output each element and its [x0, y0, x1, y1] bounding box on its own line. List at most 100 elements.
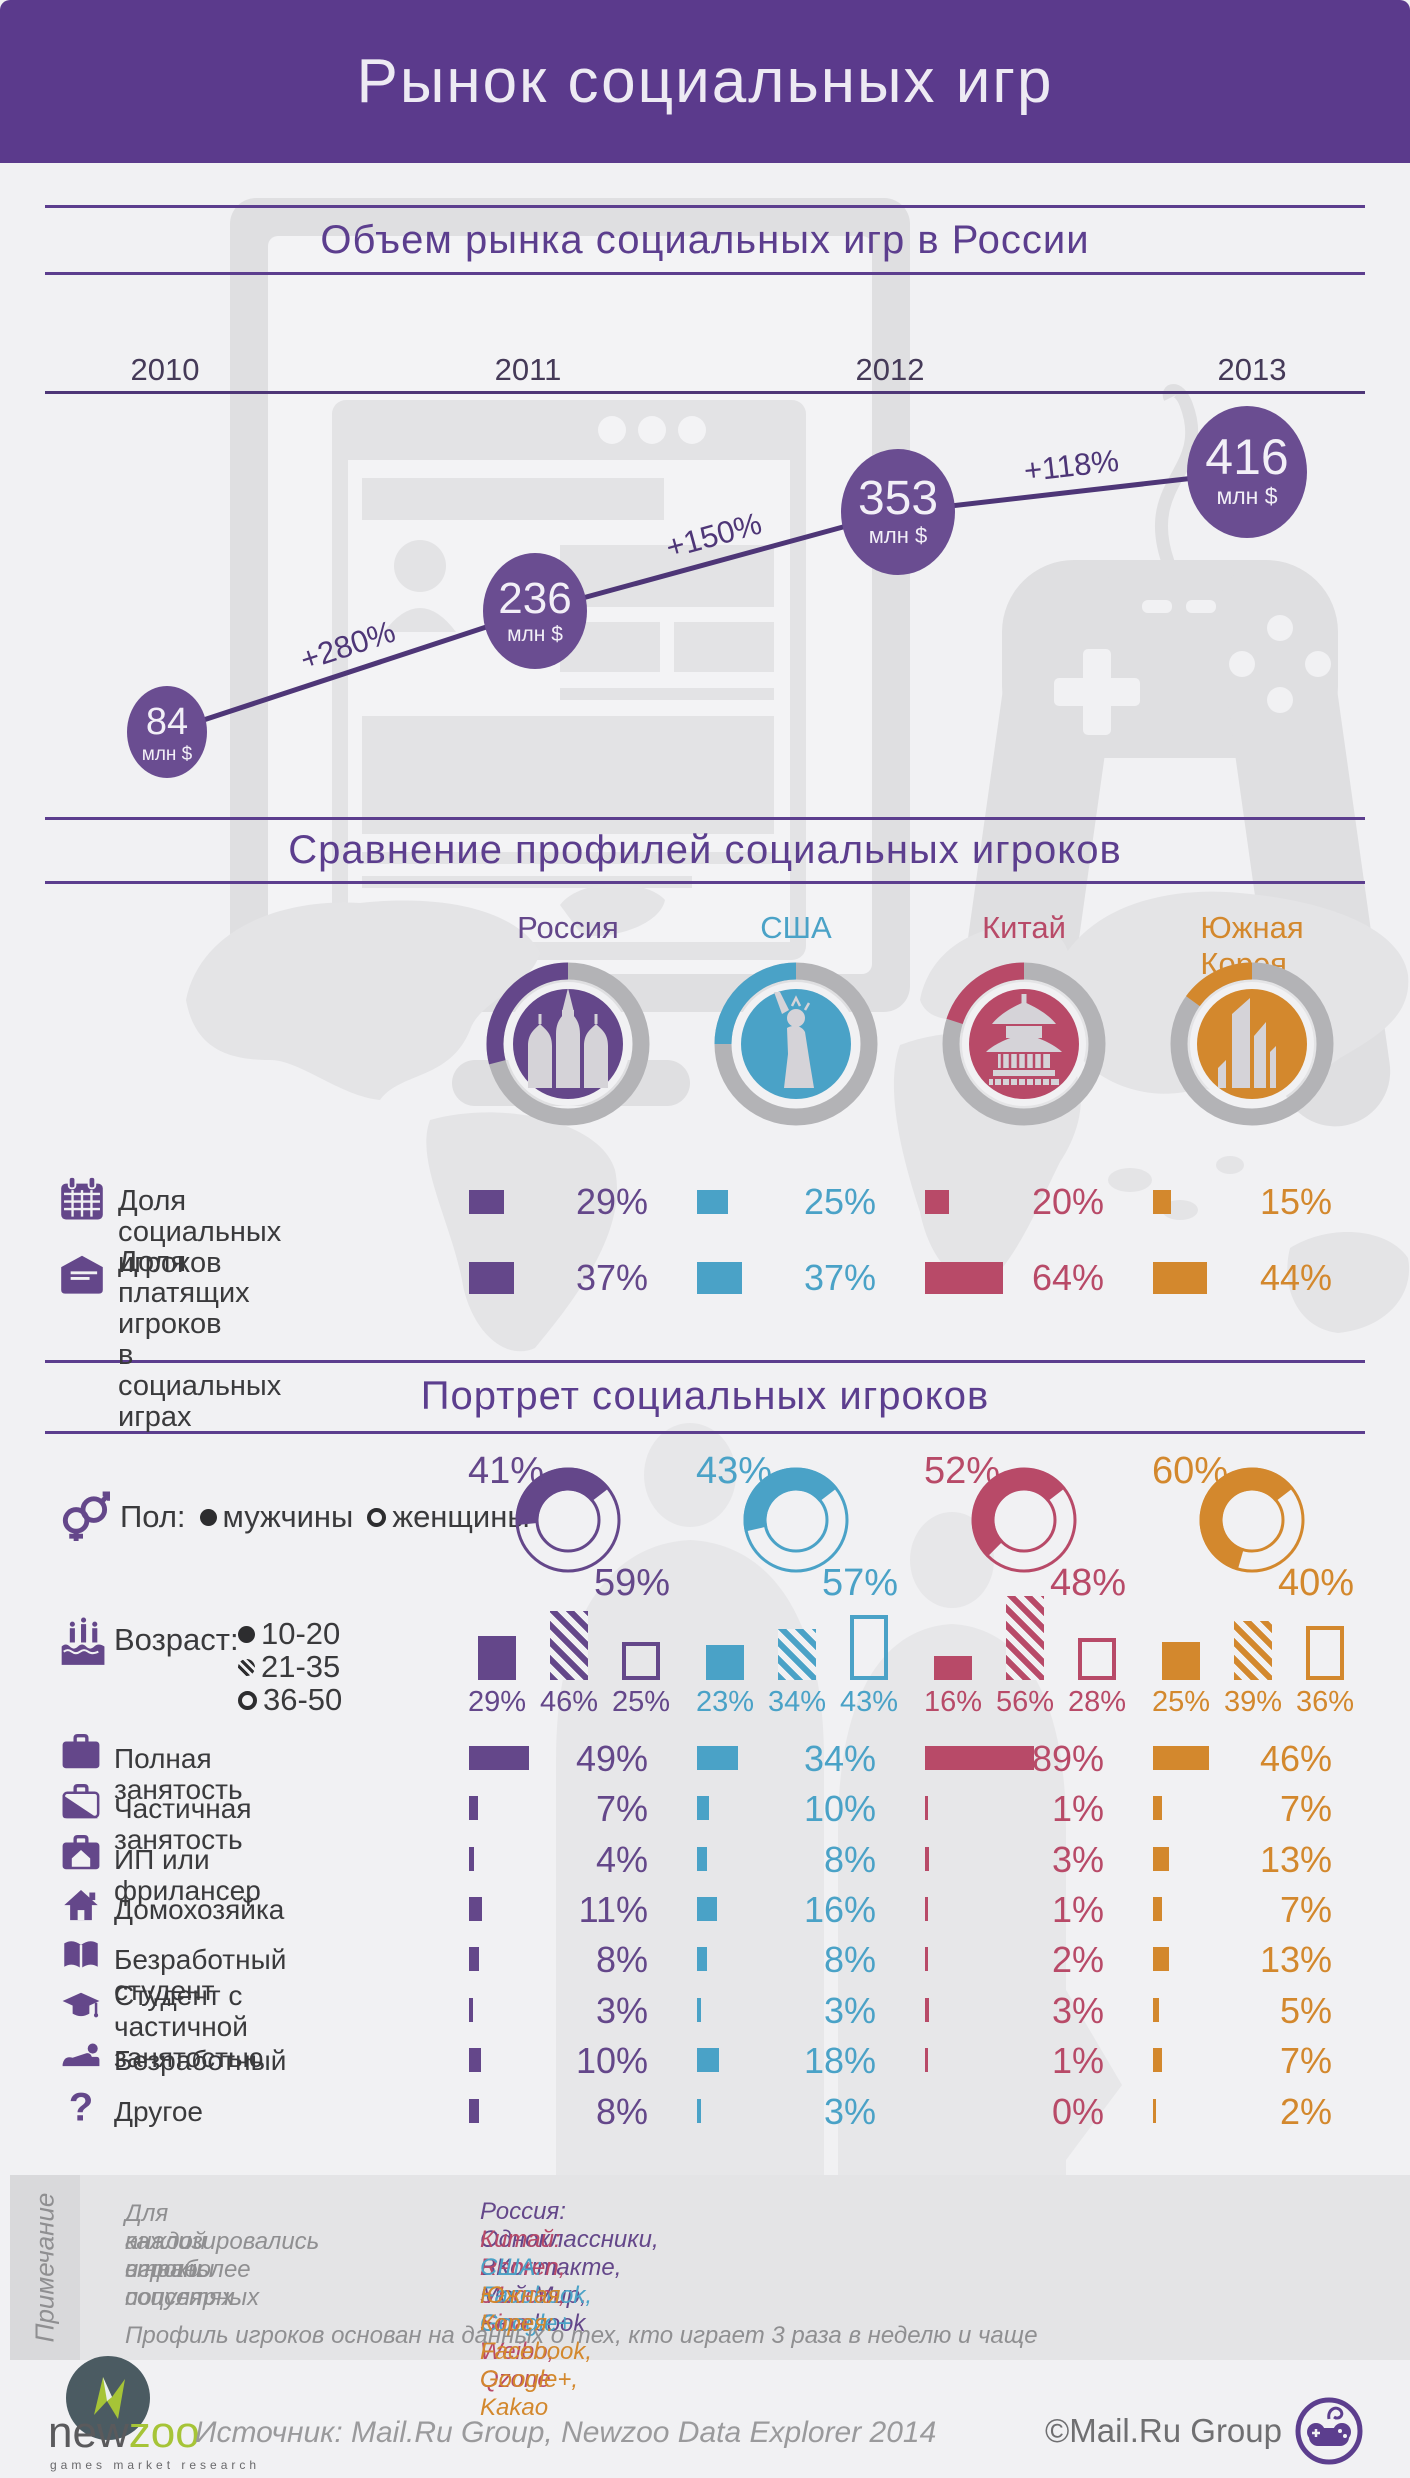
market-section-title: Объем рынка социальных игр в России [320, 218, 1090, 262]
employment-bar [925, 1998, 929, 2022]
briefcase-pen-icon [58, 1784, 104, 1830]
employment-row-label: Другое [114, 2096, 203, 2127]
employment-value: 10% [803, 1788, 876, 1829]
briefcase-home-icon [62, 1835, 100, 1870]
growth-label: +150% [662, 506, 765, 565]
divider-line [45, 272, 1365, 275]
age-group-label: 10-20 [261, 1616, 341, 1651]
source-line: Источник: Mail.Ru Group, Newzoo Data Exp… [195, 2416, 937, 2449]
men-legend-label: мужчины [222, 1499, 354, 1534]
divider-line [45, 817, 1365, 820]
bubble-value: 84 [146, 701, 188, 743]
country-share-ring [942, 962, 1106, 1126]
gender-legend: Пол: мужчины женщины [56, 1490, 530, 1544]
mailru-games-badge-icon [1295, 2397, 1363, 2465]
bubble-unit: млн $ [869, 523, 927, 548]
employment-value: 49% [575, 1738, 648, 1779]
divider-line [45, 1431, 1365, 1434]
growth-label: +118% [1022, 443, 1120, 489]
note-line: в наиболее популярных [125, 2256, 260, 2311]
country-share-ring [486, 962, 650, 1126]
bubble-unit: млн $ [1216, 483, 1277, 509]
age-bar-hatched [1006, 1596, 1044, 1680]
employment-value: 2% [1051, 1939, 1104, 1980]
comparison-bar [1153, 1262, 1207, 1294]
note-source-line: Россия: Одноклассники, ВКонтакте, Мой Ми… [480, 2198, 659, 2337]
employment-bar [697, 1998, 701, 2022]
age-legend-item: 21-35 [238, 1649, 340, 1685]
employment-value: 8% [595, 2091, 648, 2132]
age-marker-hatched [238, 1658, 255, 1676]
country-label: Китай [982, 910, 1066, 945]
home-icon [64, 1890, 98, 1921]
employment-value: 8% [595, 1939, 648, 1980]
bubble-value: 236 [498, 574, 571, 623]
briefcase-home-icon [58, 1835, 104, 1881]
comparison-value: 44% [1259, 1257, 1332, 1298]
employment-bar [697, 1796, 709, 1820]
employment-value: 2% [1279, 2091, 1332, 2132]
newzoo-wordmark-zoo: zoo [128, 2408, 200, 2457]
st-basils-cathedral-icon [528, 988, 608, 1088]
note-source-line: Южная Корея: Facebook, Google+, Kakao [480, 2282, 593, 2421]
gender-donut [515, 1467, 621, 1573]
korean-towers-icon [1218, 998, 1276, 1088]
age-percent-label: 25% [611, 1686, 671, 1718]
employment-value: 11% [578, 1889, 648, 1930]
gender-icon [56, 1490, 110, 1544]
note-source-line: США: Facebook, Google+ [480, 2254, 593, 2337]
employment-value: 1% [1051, 1889, 1104, 1930]
country-share-ring [714, 962, 878, 1126]
year-label: 2013 [1217, 352, 1287, 387]
wallet-icon [56, 1252, 108, 1304]
age-percent-label: 29% [467, 1686, 527, 1718]
employment-bar [697, 1847, 707, 1871]
women-percent-label: 40% [1278, 1562, 1355, 1604]
employment-value: 13% [1259, 1939, 1332, 1980]
open-book-icon [64, 1941, 98, 1969]
comparison-value: 37% [575, 1257, 648, 1298]
age-bar-outline [1306, 1626, 1344, 1680]
employment-bar [925, 1796, 928, 1820]
employment-bar [1153, 1847, 1169, 1871]
gender-icon [62, 1491, 110, 1542]
employment-value: 34% [803, 1738, 876, 1779]
employment-row-label: Полная занятость [114, 1743, 243, 1805]
svg-text:?: ? [69, 2087, 94, 2129]
age-bar-solid [934, 1656, 972, 1680]
age-percent-label: 23% [695, 1686, 755, 1718]
age-legend-item: 10-20 [238, 1616, 340, 1652]
employment-bar [925, 2048, 928, 2072]
age-percent-label: 39% [1223, 1686, 1283, 1718]
comparison-value: 64% [1031, 1257, 1104, 1298]
age-group-label: 21-35 [261, 1649, 341, 1684]
women-marker [367, 1507, 387, 1527]
employment-bar [1153, 1796, 1162, 1820]
country-share-ring [1170, 962, 1334, 1126]
women-percent-label: 59% [594, 1562, 671, 1604]
age-percent-label: 16% [923, 1686, 983, 1718]
notes-strip [10, 2175, 80, 2360]
reclining-person-icon [62, 2043, 100, 2067]
employment-value: 13% [1259, 1839, 1332, 1880]
employment-value: 7% [1279, 2040, 1332, 2081]
employment-value: 1% [1051, 1788, 1104, 1829]
newzoo-tagline: games market research [50, 2458, 261, 2472]
employment-bar [1153, 1897, 1162, 1921]
men-percent-label: 60% [1151, 1450, 1228, 1492]
comparison-value: 29% [575, 1181, 648, 1222]
comparison-bar [697, 1190, 728, 1214]
employment-bar [469, 2048, 481, 2072]
employment-value: 10% [575, 2040, 648, 2081]
comparison-bar [697, 1262, 742, 1294]
question-mark-icon: ? [69, 2087, 94, 2129]
employment-value: 7% [595, 1788, 648, 1829]
age-group-label: 36-50 [263, 1682, 343, 1717]
graduation-cap-icon [62, 1992, 100, 2018]
world-map-silhouette [186, 884, 1410, 1352]
year-label: 2011 [494, 352, 562, 387]
notes-sidebar: Примечание [10, 2175, 80, 2360]
employment-bar [925, 1897, 928, 1921]
